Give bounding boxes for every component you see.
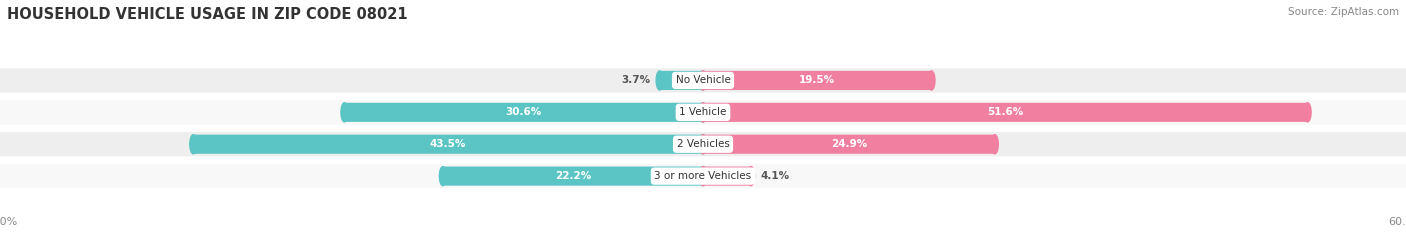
Text: Source: ZipAtlas.com: Source: ZipAtlas.com [1288,7,1399,17]
Circle shape [700,167,707,186]
Circle shape [991,135,998,154]
FancyBboxPatch shape [344,103,703,122]
Circle shape [700,71,707,90]
Circle shape [748,167,755,186]
Circle shape [700,135,707,154]
FancyBboxPatch shape [703,135,995,154]
Text: 51.6%: 51.6% [987,107,1024,117]
FancyBboxPatch shape [194,135,703,154]
FancyBboxPatch shape [0,132,1406,156]
Text: 19.5%: 19.5% [799,75,835,86]
Text: 1 Vehicle: 1 Vehicle [679,107,727,117]
Circle shape [1303,103,1312,122]
Text: 3.7%: 3.7% [621,75,650,86]
Circle shape [700,103,707,122]
FancyBboxPatch shape [443,167,703,186]
FancyBboxPatch shape [0,68,1406,93]
FancyBboxPatch shape [703,71,932,90]
Circle shape [190,135,197,154]
Circle shape [928,71,935,90]
Text: 30.6%: 30.6% [506,107,541,117]
Circle shape [700,71,707,90]
Text: 43.5%: 43.5% [430,139,467,149]
Circle shape [657,71,664,90]
Circle shape [439,167,447,186]
Text: 3 or more Vehicles: 3 or more Vehicles [654,171,752,181]
Circle shape [700,167,707,186]
Circle shape [700,103,707,122]
FancyBboxPatch shape [703,103,1308,122]
Text: 2 Vehicles: 2 Vehicles [676,139,730,149]
Circle shape [700,135,707,154]
FancyBboxPatch shape [0,100,1406,124]
Circle shape [340,103,347,122]
Text: 22.2%: 22.2% [555,171,591,181]
Text: 24.9%: 24.9% [831,139,868,149]
FancyBboxPatch shape [0,164,1406,188]
Text: No Vehicle: No Vehicle [675,75,731,86]
FancyBboxPatch shape [703,167,751,186]
Text: HOUSEHOLD VEHICLE USAGE IN ZIP CODE 08021: HOUSEHOLD VEHICLE USAGE IN ZIP CODE 0802… [7,7,408,22]
FancyBboxPatch shape [659,71,703,90]
Text: 4.1%: 4.1% [761,171,790,181]
